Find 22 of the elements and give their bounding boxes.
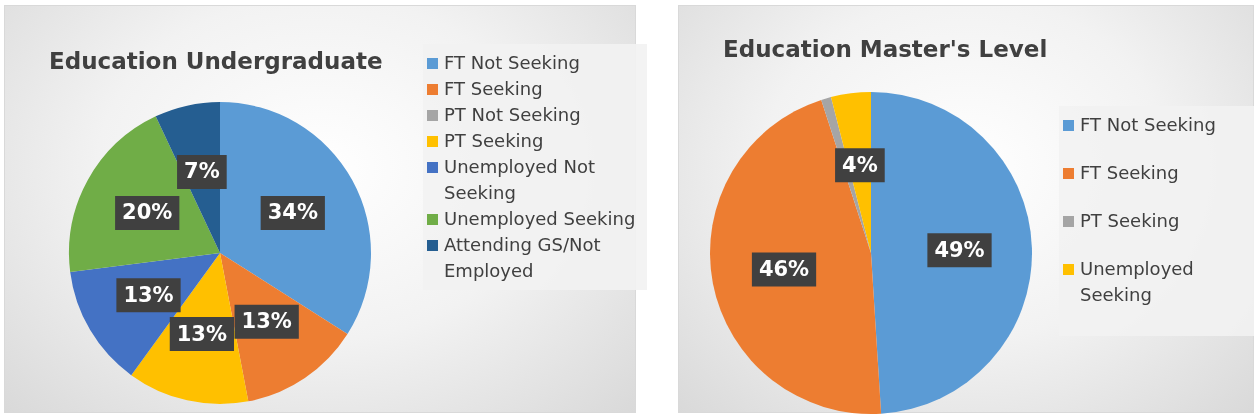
data-label: 13%	[123, 282, 174, 307]
legend-label: PT Not Seeking	[444, 103, 581, 127]
data-label: 13%	[241, 309, 292, 334]
legend-label: Attending GS/Not Employed	[444, 233, 602, 283]
data-label: 46%	[758, 257, 810, 282]
data-label: 34%	[267, 200, 318, 225]
legend-label: FT Seeking	[444, 77, 543, 101]
legend-label: Unemployed Not Seeking	[444, 155, 597, 205]
legend-label: Unemployed Seeking	[1080, 257, 1195, 307]
legend-label: PT Seeking	[444, 129, 544, 153]
data-label: 7%	[184, 159, 220, 184]
legend-label: FT Not Seeking	[1080, 113, 1216, 137]
legend-label: Unemployed Seeking	[444, 207, 636, 231]
chart-title: Education Undergraduate	[49, 48, 383, 74]
legend-label: PT Seeking	[1080, 209, 1180, 233]
legend-label: FT Not Seeking	[444, 51, 580, 75]
data-label: 20%	[122, 200, 173, 225]
chart-title: Education Master's Level	[723, 36, 1048, 62]
data-label: 49%	[934, 237, 985, 262]
data-label: 4%	[842, 152, 878, 177]
data-label: 13%	[176, 321, 228, 346]
legend-label: FT Seeking	[1080, 161, 1179, 185]
